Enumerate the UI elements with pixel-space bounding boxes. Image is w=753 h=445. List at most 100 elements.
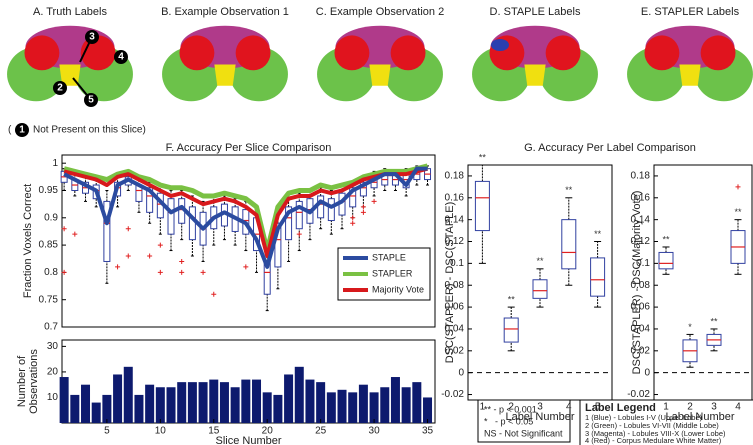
y-tick-label: -0.02 [441, 389, 464, 400]
y-tick-label: 0.7 [44, 322, 58, 333]
y-tick-label: 0 [644, 367, 650, 378]
bar [369, 392, 379, 423]
x-tick-label: 1 [663, 402, 669, 413]
bar [230, 387, 240, 423]
y-tick-label: 0.14 [445, 214, 465, 225]
y-tick-label: 0.14 [631, 214, 651, 225]
x-tick-label: 4 [566, 402, 572, 413]
bar [262, 392, 272, 423]
marker-circle [85, 30, 99, 44]
y-tick-label: 0.12 [631, 236, 651, 247]
outlier [350, 220, 356, 226]
plot-frame [653, 164, 753, 401]
box [532, 279, 548, 299]
legend-title: Label Legend [585, 402, 656, 414]
box [188, 206, 196, 241]
significance-label: ** [662, 234, 670, 244]
box [590, 257, 606, 297]
y-tick-label: -0.02 [627, 389, 650, 400]
outlier [243, 264, 249, 270]
bar [284, 374, 294, 423]
y-tick-label: 0.1 [636, 258, 650, 269]
y-axis-label: Number of [16, 355, 28, 407]
outlier [360, 204, 366, 210]
panel-titles: A. Truth Labels B. Example Observation 1… [33, 6, 740, 18]
bar [241, 379, 251, 423]
series-line [63, 163, 429, 254]
box [359, 181, 367, 197]
y-tick-label: 0.18 [445, 171, 465, 182]
outlier [360, 209, 366, 215]
y-tick-label: 0.16 [631, 192, 651, 203]
bar [102, 394, 112, 423]
x-axis-label: Label Number [665, 411, 734, 423]
bar [177, 382, 187, 423]
label-markers: 3 4 2 5 [53, 30, 128, 107]
chart-title: F. Accuracy Per Slice Comparison [166, 142, 332, 154]
bar [91, 402, 101, 423]
box [349, 187, 357, 208]
x-tick-label: 15 [208, 426, 220, 437]
x-axis-label: Slice Number [215, 435, 281, 445]
legend-item: 1 (Blue) - Lobules I-V (Upper Lobe) [585, 413, 703, 422]
x-axis-label: Label Number [505, 411, 574, 423]
outlier [350, 215, 356, 221]
marker-number: 1 [19, 125, 25, 136]
y-tick-label: 20 [47, 367, 59, 378]
significance-label: ** [734, 207, 742, 217]
significance-label: ** [594, 229, 602, 239]
y-tick-label: 1 [52, 158, 58, 169]
legend-box [477, 399, 571, 443]
box [503, 317, 519, 343]
outlier [61, 269, 67, 275]
bar [166, 387, 176, 423]
outlier [61, 226, 67, 232]
outlier [72, 231, 78, 237]
y-tick-label: 0.95 [39, 185, 59, 196]
outlier [125, 226, 131, 232]
x-tick-label: 10 [155, 426, 167, 437]
bar [305, 379, 315, 423]
x-tick-label: 3 [537, 402, 543, 413]
bar [145, 384, 155, 423]
panel-title: A. Truth Labels [33, 6, 107, 18]
legend-item: * - p < 0.05 [484, 416, 533, 426]
y-tick-label: 0.16 [445, 192, 465, 203]
y-tick-label: 0.9 [44, 212, 58, 223]
bar [70, 394, 80, 423]
outlier [157, 242, 163, 248]
panel-title: B. Example Observation 1 [161, 6, 289, 18]
panel-title: C. Example Observation 2 [316, 6, 444, 18]
outlier [115, 264, 121, 270]
bar [337, 389, 347, 423]
brain-image [472, 25, 598, 110]
bar [316, 382, 326, 423]
blue-patch [491, 39, 509, 51]
significance-label: ** [536, 256, 544, 266]
brain-image [7, 25, 133, 110]
x-tick-label: 5 [595, 402, 601, 413]
note: ( 1 Not Present on this Slice) [8, 123, 146, 137]
box [561, 219, 577, 270]
bar [155, 387, 165, 423]
panel-title: E. STAPLER Labels [641, 6, 740, 18]
bar [81, 384, 91, 423]
box [295, 200, 303, 230]
x-tick-label: 2 [508, 402, 514, 413]
outlier [179, 258, 185, 264]
legend-item: NS - Not Significant [484, 428, 563, 438]
note-prefix: ( [8, 125, 12, 136]
bar [209, 379, 219, 423]
bar [113, 374, 123, 423]
y-tick-label: 0.18 [631, 171, 651, 182]
marker-number: 4 [118, 52, 124, 63]
marker-circle [84, 93, 98, 107]
y-tick-label: 0.04 [445, 324, 465, 335]
marker-number: 3 [89, 32, 95, 43]
plot-frame [61, 154, 436, 328]
bar [252, 379, 262, 423]
bar [294, 366, 304, 423]
y-tick-label: 0.02 [445, 345, 465, 356]
panel-title: D. STAPLE Labels [490, 6, 581, 18]
y-tick-label: 0.08 [445, 280, 465, 291]
